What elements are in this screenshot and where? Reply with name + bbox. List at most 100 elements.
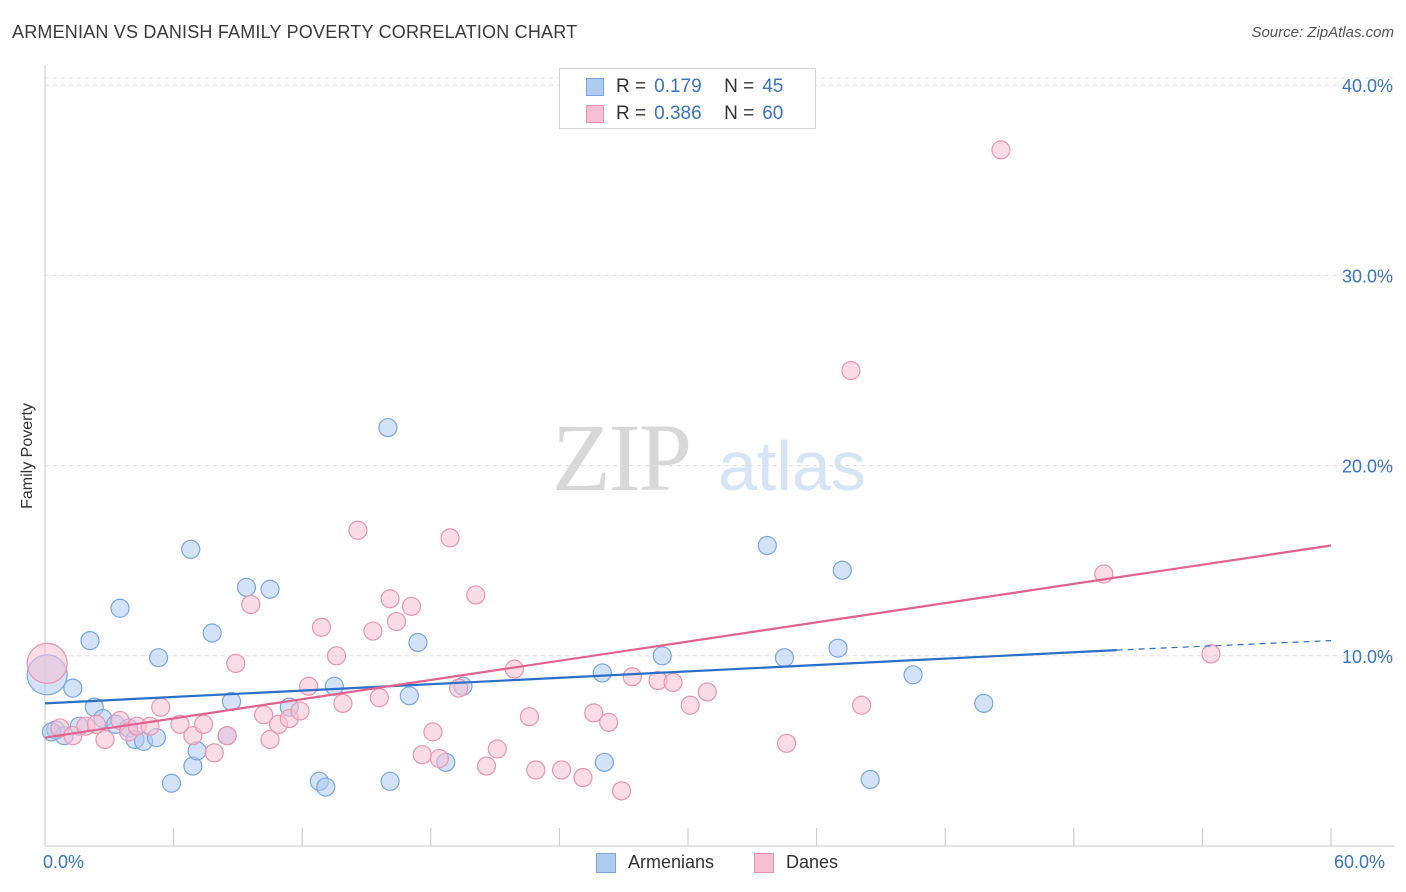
watermark: ZIP atlas xyxy=(552,404,866,511)
legend-n-value: 45 xyxy=(762,76,784,97)
data-point xyxy=(423,722,443,742)
data-point xyxy=(594,752,615,772)
chart-title: ARMENIAN VS DANISH FAMILY POVERTY CORREL… xyxy=(12,22,578,42)
data-point xyxy=(241,594,261,615)
data-point xyxy=(757,535,777,556)
data-point xyxy=(316,777,336,797)
data-point xyxy=(311,617,332,637)
armenians-trend-extension xyxy=(1116,639,1332,651)
axes xyxy=(44,66,1394,847)
data-point xyxy=(226,653,246,674)
data-point xyxy=(95,729,115,750)
data-point xyxy=(551,760,572,780)
grid-lines xyxy=(45,77,1394,657)
data-point xyxy=(194,714,214,734)
data-point xyxy=(466,585,486,605)
data-point xyxy=(974,693,994,713)
data-point xyxy=(333,693,353,713)
data-point xyxy=(363,621,383,641)
data-point xyxy=(1201,644,1221,664)
data-point xyxy=(526,760,546,780)
data-point xyxy=(80,630,100,651)
data-point xyxy=(110,598,130,618)
data-point xyxy=(299,676,319,696)
danes-legend-swatch xyxy=(754,852,774,873)
data-point xyxy=(181,539,201,559)
data-point xyxy=(401,596,422,616)
x-tick-min: 0.0% xyxy=(43,852,85,872)
data-point xyxy=(991,140,1011,160)
data-point xyxy=(204,743,224,763)
armenians-legend-swatch xyxy=(596,852,616,873)
watermark-zip: ZIP xyxy=(552,404,690,511)
stats-legend: R = 0.179 N = 45 R = 0.386 N = 60 xyxy=(559,68,816,129)
data-point xyxy=(573,767,593,788)
data-point xyxy=(290,701,310,721)
data-point xyxy=(697,682,717,702)
data-point xyxy=(326,646,347,666)
data-point xyxy=(369,688,389,708)
y-tick-label: 10.0% xyxy=(1342,647,1393,667)
legend-r-label: R = xyxy=(616,76,647,97)
data-point xyxy=(378,417,398,438)
data-point xyxy=(412,745,432,765)
danes-swatch xyxy=(586,105,604,123)
danes-trend-line xyxy=(44,544,1332,739)
danes-legend-label: Danes xyxy=(786,852,839,872)
legend-item-danes: Danes xyxy=(754,852,838,873)
legend-r-value: 0.386 xyxy=(654,103,702,124)
data-point xyxy=(217,726,237,746)
armenians-legend-label: Armenians xyxy=(628,852,715,872)
data-point xyxy=(408,632,428,653)
data-point xyxy=(487,739,507,759)
legend-row-armenians: R = 0.179 N = 45 xyxy=(586,75,783,99)
data-point xyxy=(903,665,923,685)
legend-row-danes: R = 0.386 N = 60 xyxy=(586,102,783,126)
armenians-swatch xyxy=(586,78,604,96)
data-point xyxy=(26,642,68,685)
legend-n-label: N = xyxy=(724,76,755,97)
y-tick-label: 30.0% xyxy=(1342,266,1393,286)
danes-points xyxy=(26,140,1221,801)
data-point xyxy=(148,648,169,668)
data-point xyxy=(832,560,852,580)
legend-r-value: 0.179 xyxy=(654,76,702,97)
data-point xyxy=(584,703,604,723)
data-point xyxy=(386,611,407,632)
data-point xyxy=(260,729,280,750)
data-point xyxy=(592,663,612,683)
data-point xyxy=(236,577,257,597)
y-tick-label: 20.0% xyxy=(1342,457,1393,477)
source-label: Source: ZipAtlas.com xyxy=(1251,24,1394,41)
data-point xyxy=(663,672,683,693)
data-point xyxy=(202,623,222,643)
data-point xyxy=(151,697,171,717)
data-point xyxy=(380,589,400,609)
armenians-trend-line xyxy=(44,648,1117,705)
legend-item-armenians: Armenians xyxy=(596,852,714,873)
data-point xyxy=(828,638,848,658)
data-point xyxy=(776,733,797,753)
data-point xyxy=(622,667,642,687)
data-point xyxy=(852,695,872,715)
data-point xyxy=(161,773,182,793)
data-point xyxy=(260,579,280,599)
data-point xyxy=(841,360,861,381)
legend-n-value: 60 xyxy=(762,103,784,124)
y-tick-label: 40.0% xyxy=(1342,76,1393,96)
trend-lines xyxy=(44,544,1332,739)
legend-r-label: R = xyxy=(616,103,647,124)
data-point xyxy=(680,695,700,715)
data-point xyxy=(476,756,497,776)
data-point xyxy=(774,648,795,668)
data-point xyxy=(399,686,419,706)
data-point xyxy=(63,678,83,698)
data-point xyxy=(170,714,190,734)
data-point xyxy=(440,528,460,548)
data-point xyxy=(860,769,880,790)
data-point xyxy=(380,771,400,791)
data-point xyxy=(519,707,539,727)
data-point xyxy=(599,712,619,732)
data-point xyxy=(652,646,672,666)
